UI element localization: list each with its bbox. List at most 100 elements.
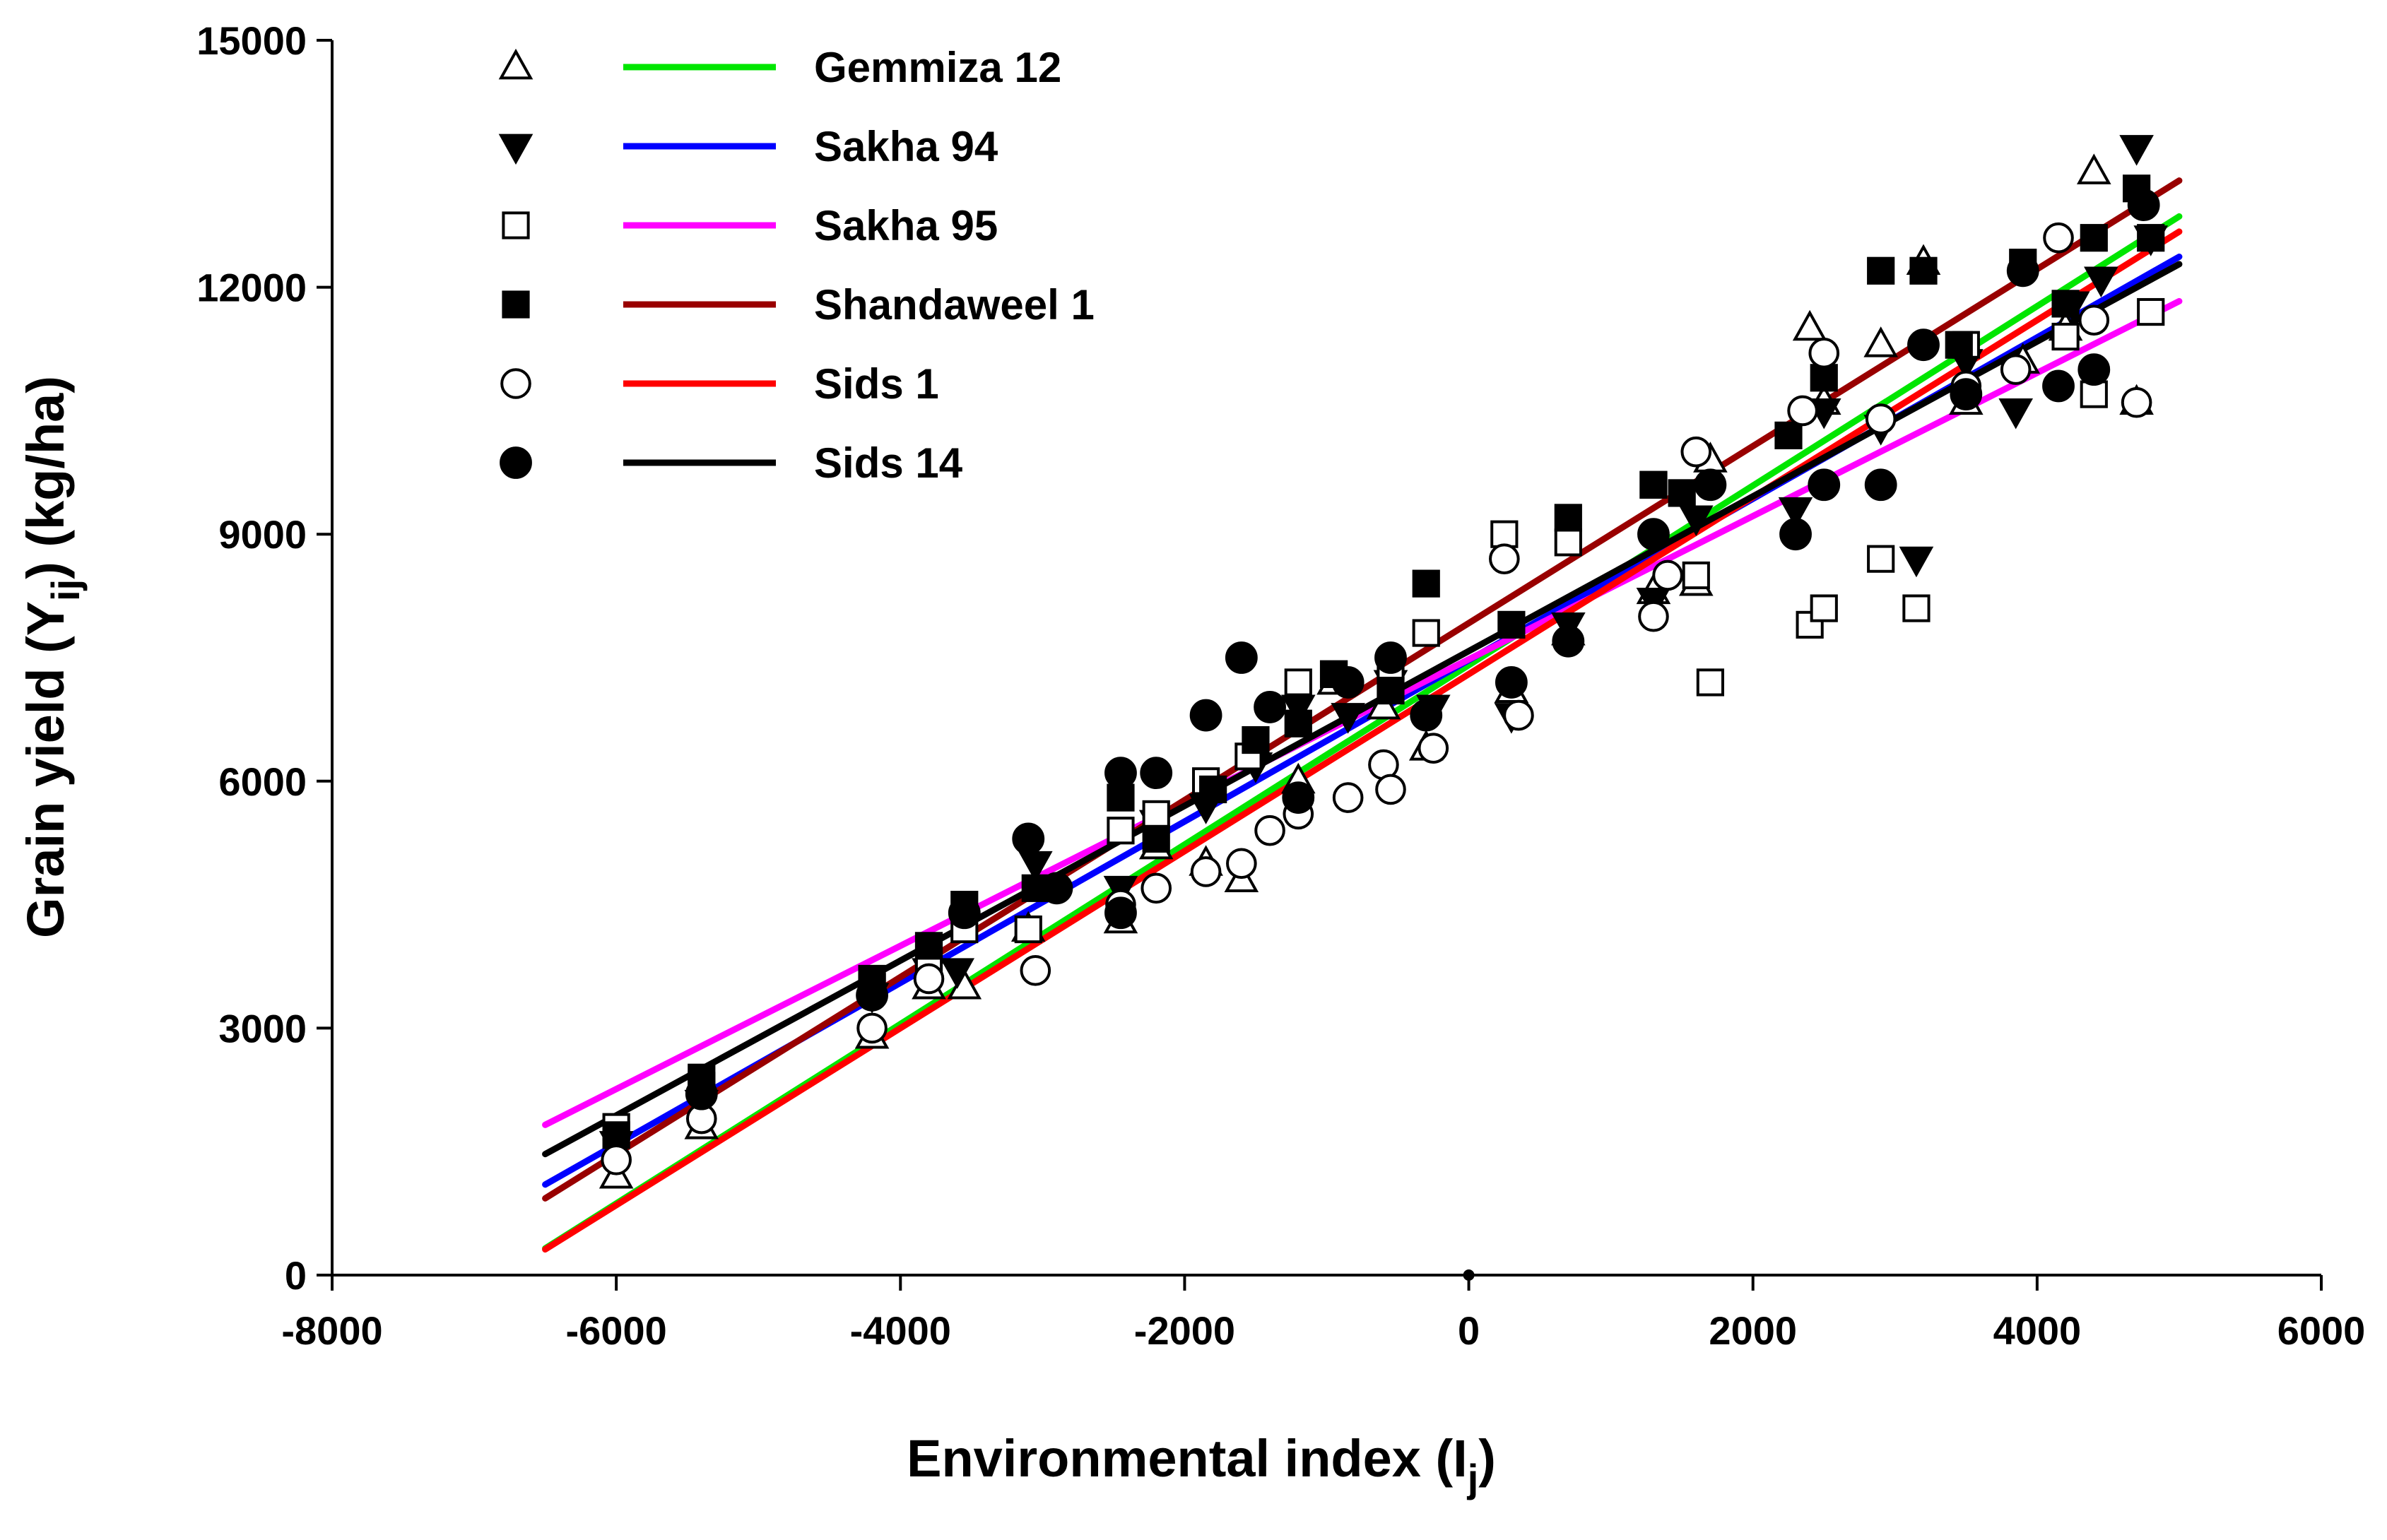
data-point <box>1242 725 1270 754</box>
data-point <box>1331 703 1365 734</box>
data-point <box>1863 326 1898 357</box>
data-point <box>2137 297 2165 326</box>
x-axis-title: Environmental index (Ij) <box>907 1429 1496 1500</box>
data-point <box>1012 822 1045 855</box>
data-point <box>1503 699 1534 731</box>
data-point <box>2051 290 2080 318</box>
data-point <box>1902 594 1931 622</box>
y-tick-label: 15000 <box>196 18 307 63</box>
x-tick-label: -6000 <box>566 1308 667 1353</box>
data-point <box>1040 872 1073 905</box>
data-point <box>2084 266 2118 298</box>
data-point <box>1418 733 1449 764</box>
x-tick-label: -2000 <box>1134 1308 1235 1353</box>
fit-line-4 <box>542 228 2183 1253</box>
data-point <box>602 1121 630 1149</box>
data-point <box>2077 353 2111 386</box>
data-point <box>1254 815 1285 846</box>
y-tick-label: 12000 <box>196 266 307 310</box>
data-point <box>2043 222 2074 254</box>
data-point <box>1141 872 1172 904</box>
x-tick-label: 2000 <box>1709 1308 1797 1353</box>
data-point <box>1190 856 1222 887</box>
legend-label: Shandaweel 1 <box>814 281 1095 328</box>
fit-lines <box>542 177 2183 1253</box>
data-point <box>1778 497 1813 528</box>
legend-marker <box>500 446 532 479</box>
data-point <box>1554 504 1582 532</box>
legend-label: Sakha 95 <box>814 202 998 249</box>
data-point <box>1899 546 1934 578</box>
series-points-5 <box>685 189 2160 1110</box>
legend-label: Gemmiza 12 <box>814 44 1061 91</box>
data-point <box>1637 518 1670 551</box>
data-point <box>1808 468 1841 502</box>
data-point <box>1142 800 1170 829</box>
y-axis-title: Grain yield (Yij) (kg/ha) <box>16 376 88 938</box>
data-point <box>2127 189 2160 221</box>
data-point <box>1638 600 1669 632</box>
data-point <box>2119 135 2154 166</box>
data-point <box>2006 254 2039 288</box>
data-point <box>1374 641 1407 674</box>
data-point <box>1945 331 1973 359</box>
data-point <box>2080 224 2108 252</box>
y-tick-label: 0 <box>285 1253 307 1298</box>
legend: Gemmiza 12 Sakha 94 Sakha 95 Shandaweel 1 Si… <box>498 44 1095 487</box>
data-point <box>1104 896 1137 930</box>
data-point <box>1668 479 1696 507</box>
data-point <box>1140 757 1173 790</box>
data-point <box>1489 543 1520 574</box>
x-tick-label: 4000 <box>1993 1308 2082 1353</box>
data-point <box>913 963 945 995</box>
data-point <box>1284 668 1312 697</box>
data-point <box>1787 395 1818 427</box>
data-point <box>1412 569 1440 598</box>
data-point <box>2000 354 2032 385</box>
data-point <box>1810 364 1838 392</box>
data-point <box>1552 624 1585 658</box>
axes <box>331 40 2321 1281</box>
y-ticks: 0 3000 6000 9000 12000 15000 <box>196 18 332 1298</box>
data-point <box>1366 688 1401 720</box>
data-point <box>856 978 888 1012</box>
data-point <box>1014 915 1042 944</box>
data-point <box>1282 781 1315 815</box>
data-point <box>1907 328 1940 362</box>
data-point <box>1864 468 1897 502</box>
data-point <box>2137 224 2165 252</box>
data-point <box>1779 518 1812 551</box>
data-point <box>1682 561 1710 590</box>
legend-marker <box>500 368 531 399</box>
data-point <box>1226 848 1257 879</box>
data-point <box>1867 545 1895 573</box>
data-point <box>1696 668 1724 697</box>
legend-marker <box>502 290 530 319</box>
data-point <box>2078 304 2110 336</box>
data-points <box>599 135 2169 1189</box>
data-point <box>1554 528 1582 557</box>
x-tick-label: 0 <box>1458 1308 1480 1353</box>
data-point <box>1865 403 1897 434</box>
data-point <box>1680 436 1712 468</box>
data-point <box>1950 378 1983 410</box>
data-point <box>2076 153 2111 184</box>
data-point <box>1331 666 1365 699</box>
data-point <box>2051 322 2080 351</box>
data-point <box>1639 470 1668 499</box>
data-point <box>1284 709 1312 738</box>
data-point <box>1867 256 1895 285</box>
data-point <box>2042 369 2075 403</box>
data-point <box>1495 666 1528 699</box>
legend-marker <box>498 134 534 165</box>
legend-label: Sids 14 <box>814 439 963 487</box>
data-point <box>1104 757 1137 790</box>
data-point <box>1107 817 1135 845</box>
data-point <box>940 958 975 989</box>
fit-line-2 <box>542 297 2183 1128</box>
data-point <box>1694 468 1727 502</box>
data-point <box>1808 338 1840 369</box>
data-point <box>1254 691 1286 723</box>
data-point <box>1377 677 1405 705</box>
data-point <box>1678 505 1714 536</box>
